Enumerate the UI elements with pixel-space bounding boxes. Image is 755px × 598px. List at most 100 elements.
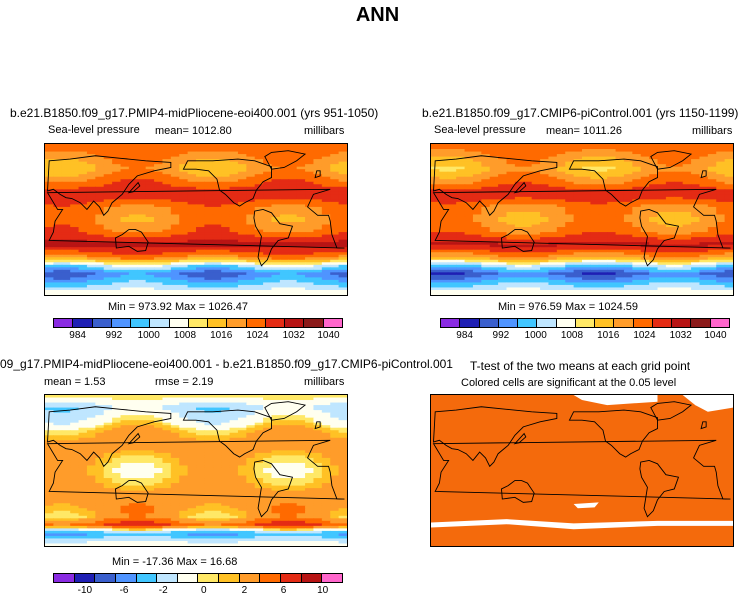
panel1-map-cell [305,151,315,155]
panel1-map-cell [187,194,197,198]
panel2-map-cell [657,204,667,208]
panel2-map-cell [649,161,659,165]
panel1-map-cell [61,181,71,185]
panel1-map-cell [237,277,247,281]
panel2-map-cell [456,194,466,198]
panel3-map-cell [204,425,214,429]
panel3-map-cell [330,395,340,399]
panel2-map-cell [447,262,457,266]
panel1-map-cell [120,287,130,291]
panel1-map-cell [86,222,96,226]
panel2-map-cell [531,171,541,175]
panel2-map-cell [707,169,717,173]
panel2-map-cell [615,262,625,266]
panel1-map-cell [86,199,96,203]
panel1-map-cell [53,176,63,180]
panel2-map-cell [707,174,717,178]
panel2-map-cell [514,216,524,221]
panel2-map-cell [573,269,583,273]
panel2-map-cell [640,166,650,170]
panel3-map-cell [321,412,331,416]
panel1-map-cell [95,191,105,195]
panel1-map-cell [296,209,306,213]
panel2-map-cell [607,166,617,170]
panel1-map-cell [179,227,189,231]
panel3-map-cell [296,395,306,399]
panel2-map-cell [548,174,558,178]
panel2-map-cell [489,274,499,278]
panel2-map-cell [623,216,633,221]
panel2-map-cell [699,214,709,218]
panel1-map-cell [154,214,164,218]
panel2-map-cell [665,156,675,160]
panel1-map-cell [229,196,239,200]
panel1-map-cell [53,252,63,256]
panel1-map-cell [221,244,231,248]
panel1-map-cell [53,234,63,238]
panel2-map-cell [649,199,659,203]
panel1-map-cell [204,174,214,178]
panel1-map-cell [279,216,289,221]
panel2-map-cell [447,219,457,223]
panel1-map-cell [288,159,298,163]
panel2-map-cell [707,259,717,263]
panel2-map-cell [556,204,566,208]
panel1-map-cell [128,292,138,295]
panel1-map-cell [204,194,214,198]
panel2-map-cell [523,279,533,284]
panel1-map-cell [204,287,214,291]
panel1-map-cell [338,206,347,211]
panel3-map-cell [112,420,122,424]
panel1-map-cell [313,164,323,168]
panel1-map-cell [237,249,247,253]
panel1-map-cell [321,174,331,178]
panel1-map-cell [288,269,298,273]
panel2-map-cell [506,262,516,266]
panel1-map-cell [305,171,315,175]
panel2-map-cell [716,227,726,231]
panel2-map-cell [699,279,709,284]
panel1-map-cell [229,174,239,178]
panel3-map-cell [338,422,347,426]
panel1-map-cell [296,219,306,223]
panel2-map-cell [607,184,617,188]
panel2-map-cell [691,277,701,281]
panel2-map-cell [439,181,449,185]
panel2-map-cell [640,272,650,276]
panel2-map-cell [523,169,533,173]
panel2-map-cell [498,181,508,185]
panel3-map-cell [145,417,155,421]
panel2-map-cell [582,201,591,205]
panel2-map-cell [523,199,533,203]
panel2-map-cell [665,214,675,218]
panel2-map-cell [691,171,701,175]
panel1-map-cell [263,154,273,158]
panel2-map-cell [615,224,625,228]
panel1-map-cell [246,239,256,243]
panel1-map-cell [313,227,323,231]
panel2-map-cell [514,184,524,188]
panel1-map-cell [70,216,80,221]
panel1-map-cell [145,176,155,180]
panel1-map-cell [196,186,205,190]
panel1-map-cell [263,191,273,195]
panel1-map-cell [229,282,239,286]
panel1-map-cell [229,247,239,251]
panel2-map-cell [531,249,541,253]
panel1-map-cell [212,191,222,195]
panel1-map-cell [254,149,264,153]
panel2-map-cell [456,184,466,188]
panel2-map-cell [481,262,491,266]
panel2-map-cell [716,186,726,190]
panel1-map-cell [338,227,347,231]
panel1-map-cell [86,292,96,295]
panel2-map-cell [556,191,566,195]
panel1-map-cell [162,249,172,253]
panel2-map-cell [431,176,440,180]
panel1-map-cell [154,144,164,148]
panel1-map-cell [45,249,54,253]
panel3-map-cell [53,435,63,439]
panel1-map-cell [229,214,239,218]
panel1-map-cell [237,211,247,216]
panel2-map-cell [598,274,608,278]
